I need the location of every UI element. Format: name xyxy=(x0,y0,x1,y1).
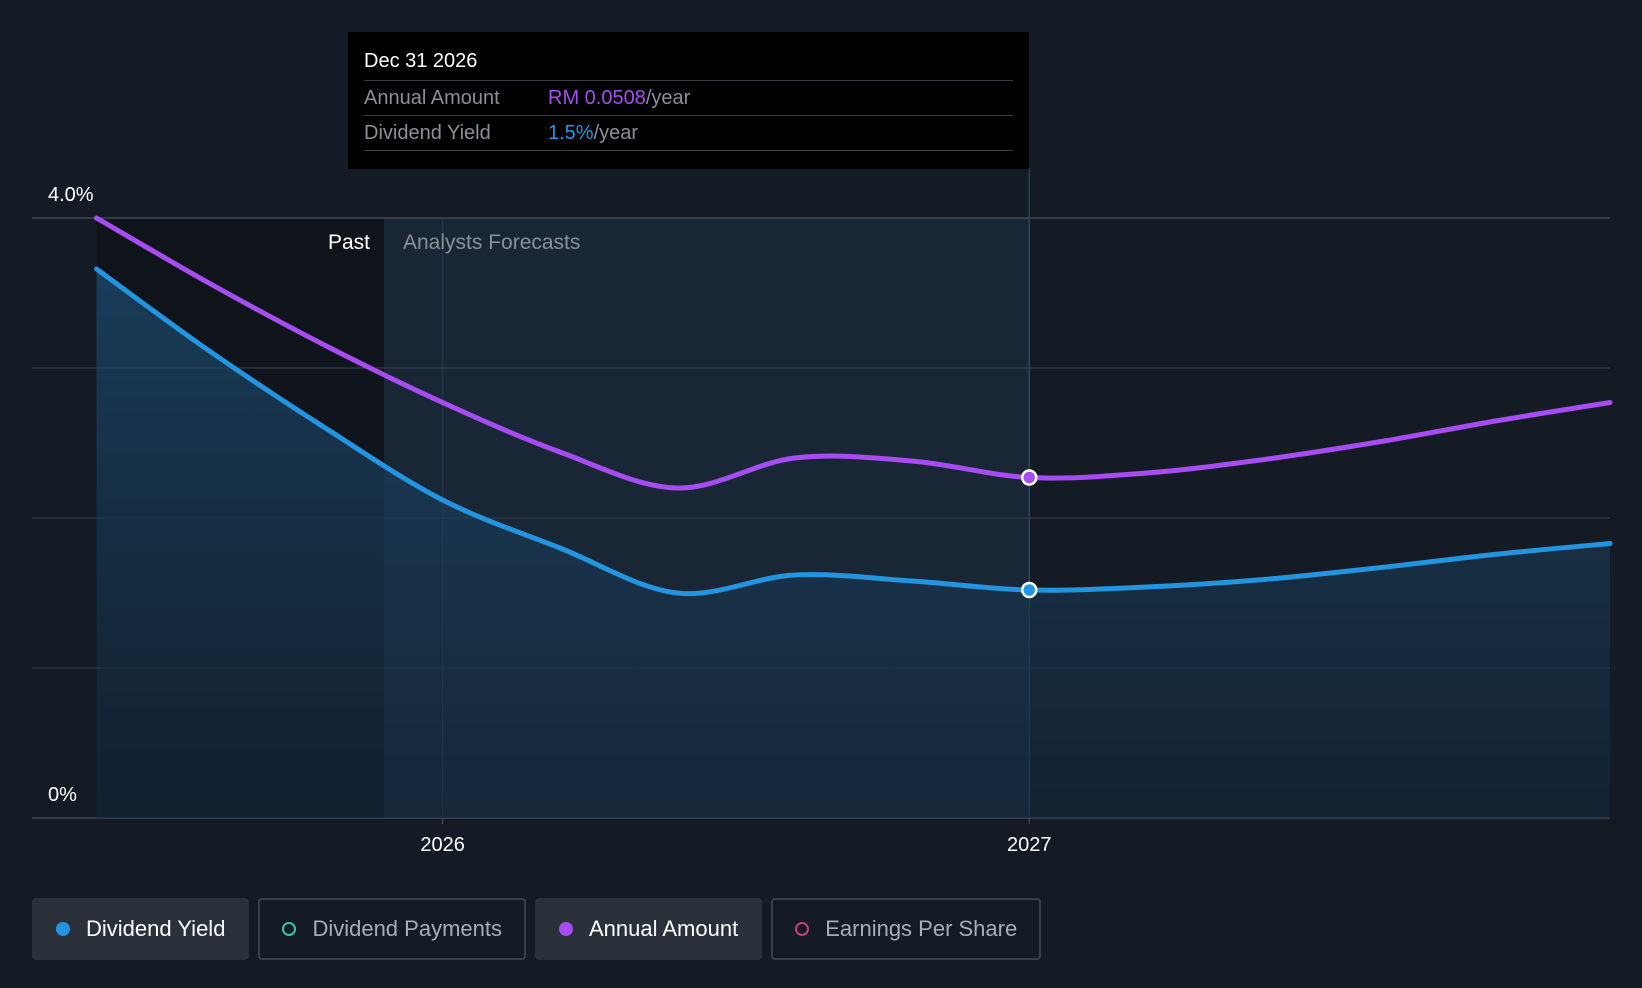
legend-label: Dividend Yield xyxy=(86,916,226,941)
tooltip-yield-row: Dividend Yield 1.5% /year xyxy=(364,116,1013,151)
dividend-yield-marker xyxy=(1020,581,1038,599)
annual-amount-marker xyxy=(1020,469,1038,486)
y-tick-label-bottom: 0% xyxy=(48,784,77,806)
region-label-forecast: Analysts Forecasts xyxy=(403,231,580,254)
tooltip-yield-unit: /year xyxy=(593,122,639,144)
tooltip-annual-unit: /year xyxy=(645,87,691,109)
chart-tooltip: Dec 31 2026 Annual Amount RM 0.0508 /yea… xyxy=(348,32,1029,169)
x-tick-label-2027: 2027 xyxy=(1007,834,1052,856)
legend-earnings-per-share[interactable]: Earnings Per Share xyxy=(771,898,1042,960)
earnings-per-share-ring-icon xyxy=(795,922,810,936)
legend-annual-amount[interactable]: Annual Amount xyxy=(534,898,763,960)
tooltip-annual-row: Annual Amount RM 0.0508 /year xyxy=(364,81,1013,116)
dividend-yield-dot-icon xyxy=(56,922,70,936)
tooltip-annual-label: Annual Amount xyxy=(364,87,500,109)
dividend-yield-line xyxy=(94,266,1613,597)
legend-label: Annual Amount xyxy=(588,916,739,941)
legend-dividend-yield[interactable]: Dividend Yield xyxy=(32,898,250,960)
annual-amount-dot-icon xyxy=(558,922,573,936)
dividend-yield-area xyxy=(96,269,1611,818)
y-tick-label-top: 4.0% xyxy=(48,184,94,206)
region-label-past: Past xyxy=(328,231,370,254)
legend-label: Earnings Per Share xyxy=(825,916,1018,941)
legend-dividend-payments[interactable]: Dividend Payments xyxy=(258,898,526,960)
tooltip-yield-label: Dividend Yield xyxy=(364,122,491,144)
tooltip-yield-value: 1.5% xyxy=(548,122,594,144)
annual-amount-line xyxy=(94,215,1613,491)
x-tick-label-2026: 2026 xyxy=(420,834,465,856)
legend-label: Dividend Payments xyxy=(312,916,502,941)
dividend-payments-ring-icon xyxy=(282,922,297,936)
tooltip-date: Dec 31 2026 xyxy=(364,46,1013,81)
chart-legend: Dividend Yield Dividend Payments Annual … xyxy=(32,898,1042,960)
tooltip-annual-value: RM 0.0508 xyxy=(548,87,646,109)
